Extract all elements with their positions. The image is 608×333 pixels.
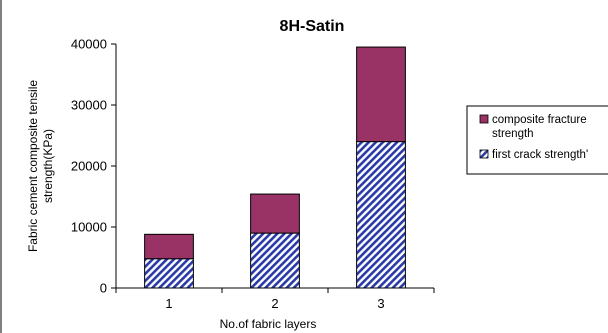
legend-label-composite-fracture-line1: composite fracture	[492, 114, 587, 126]
y-axis-title-line1: Fabric cement composite tensile	[26, 80, 40, 252]
bar-segment-first-crack-layer-3	[356, 141, 406, 289]
y-axis-title-line2: strength(KPa)	[41, 129, 55, 203]
bar-segment-composite-fracture-layer-3	[356, 46, 406, 143]
x-tick-label: 3	[377, 296, 384, 311]
y-tick-label: 0	[100, 281, 107, 296]
legend-swatch-composite-fracture	[479, 114, 489, 124]
legend-box	[466, 105, 608, 175]
bar-segment-composite-fracture-layer-1	[144, 233, 194, 260]
legend: composite fracture strength first crack …	[466, 105, 608, 175]
bar-segment-first-crack-layer-1	[144, 258, 194, 289]
x-tick-label: 1	[165, 296, 172, 311]
x-tick-label: 2	[271, 296, 278, 311]
bar-segment-composite-fracture-layer-2	[250, 193, 300, 234]
y-tick-label: 30000	[71, 98, 107, 113]
y-tick-label: 10000	[71, 220, 107, 235]
y-tick-label: 20000	[71, 159, 107, 174]
x-axis-title: No.of fabric layers	[220, 317, 317, 331]
legend-swatch-first-crack	[479, 149, 489, 159]
y-tick-label: 40000	[71, 37, 107, 52]
chart-title: 8H-Satin	[280, 18, 345, 35]
legend-label-first-crack: first crack strength'	[492, 149, 588, 161]
bar-segment-first-crack-layer-2	[250, 232, 300, 289]
legend-label-composite-fracture-line2: strength	[492, 128, 534, 140]
